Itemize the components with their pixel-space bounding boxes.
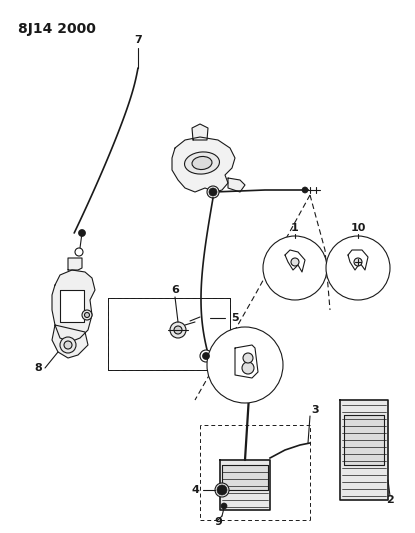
Text: 2: 2	[386, 495, 394, 505]
Text: 1: 1	[291, 223, 299, 233]
Polygon shape	[68, 258, 82, 270]
Text: 10: 10	[350, 223, 366, 233]
Circle shape	[209, 188, 217, 196]
Text: 7: 7	[134, 35, 142, 45]
Text: 9: 9	[214, 517, 222, 527]
Polygon shape	[220, 460, 270, 510]
Circle shape	[243, 353, 253, 363]
Circle shape	[215, 483, 229, 497]
Ellipse shape	[185, 152, 220, 174]
Circle shape	[242, 362, 254, 374]
Circle shape	[291, 258, 299, 266]
Circle shape	[217, 485, 227, 495]
Polygon shape	[344, 415, 384, 465]
Circle shape	[170, 322, 186, 338]
Text: 3: 3	[311, 405, 319, 415]
Circle shape	[64, 341, 72, 349]
Text: 4: 4	[191, 485, 199, 495]
Circle shape	[82, 310, 92, 320]
Circle shape	[207, 327, 283, 403]
Polygon shape	[52, 325, 88, 358]
Circle shape	[78, 230, 85, 237]
Polygon shape	[192, 124, 208, 140]
Circle shape	[207, 186, 219, 198]
Text: 8: 8	[34, 363, 42, 373]
Polygon shape	[340, 400, 388, 500]
Circle shape	[200, 350, 212, 362]
Circle shape	[85, 312, 90, 318]
Text: 8J14 2000: 8J14 2000	[18, 22, 96, 36]
Polygon shape	[172, 137, 235, 192]
Circle shape	[174, 326, 182, 334]
Circle shape	[326, 236, 390, 300]
Circle shape	[60, 337, 76, 353]
Ellipse shape	[192, 157, 212, 169]
Text: 6: 6	[171, 285, 179, 295]
Circle shape	[221, 503, 227, 509]
Polygon shape	[60, 290, 84, 322]
Circle shape	[203, 352, 210, 359]
Polygon shape	[228, 178, 245, 192]
Circle shape	[263, 236, 327, 300]
Circle shape	[354, 258, 362, 266]
Circle shape	[302, 187, 308, 193]
Polygon shape	[222, 465, 268, 490]
Circle shape	[75, 248, 83, 256]
Polygon shape	[52, 270, 95, 342]
Text: 5: 5	[231, 313, 239, 323]
Polygon shape	[235, 345, 258, 378]
